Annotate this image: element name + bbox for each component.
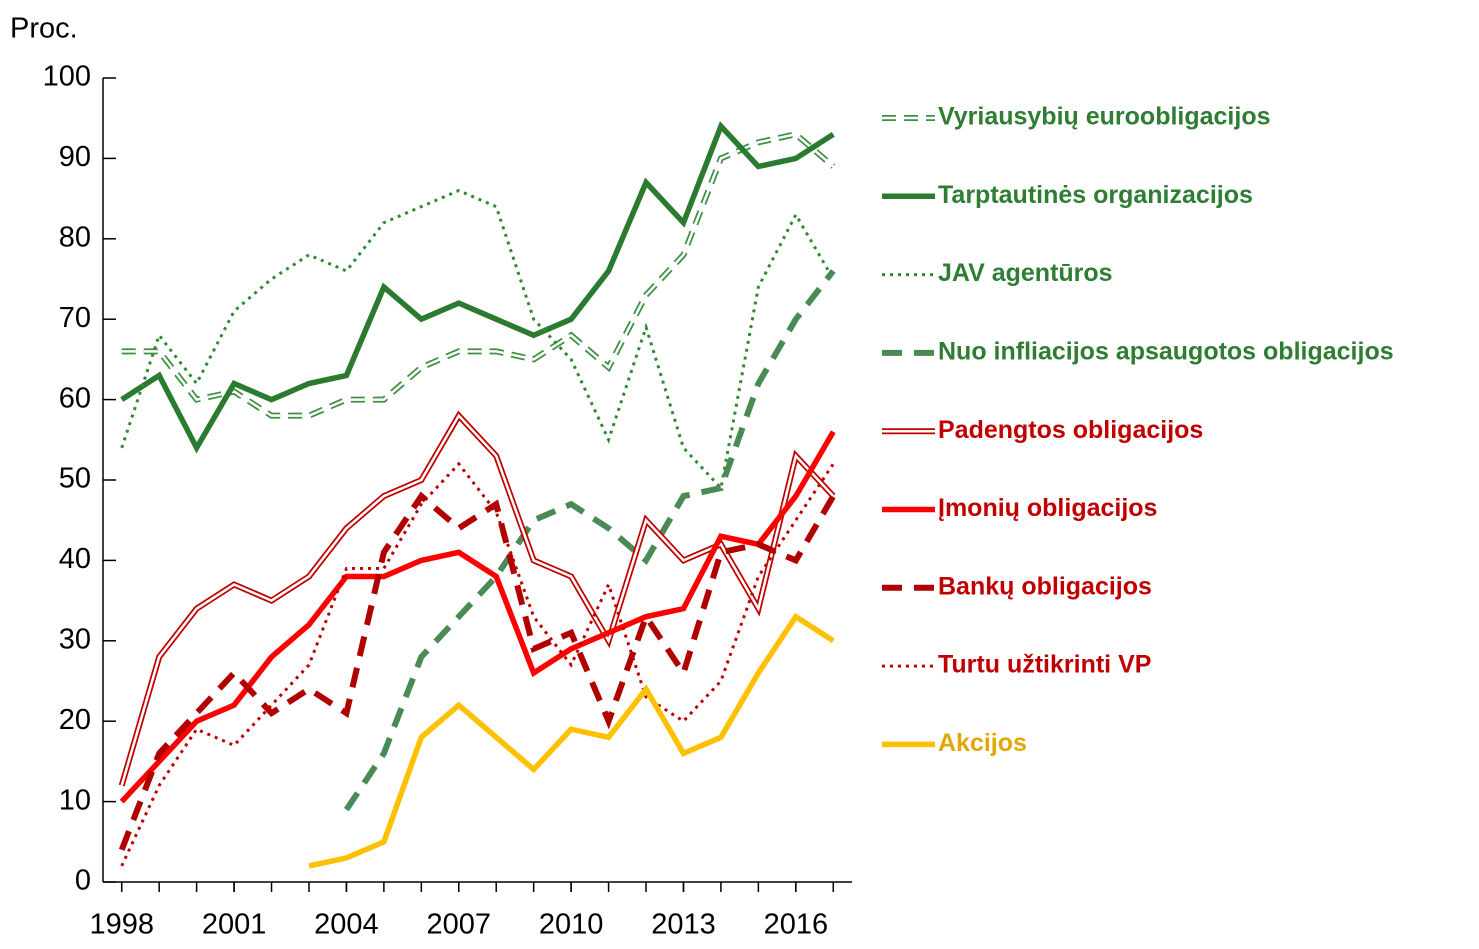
series-line bbox=[120, 121, 835, 454]
y-tick-label: 10 bbox=[59, 784, 91, 816]
legend-label: JAV agentūros bbox=[938, 259, 1113, 287]
y-tick-label: 70 bbox=[59, 302, 91, 334]
series-line-inner bbox=[121, 132, 835, 417]
series-line bbox=[120, 461, 835, 867]
x-tick-label: 2004 bbox=[314, 909, 379, 941]
legend-label: Turtu užtikrinti VP bbox=[938, 651, 1151, 679]
y-tick-label: 80 bbox=[59, 221, 91, 253]
series-line bbox=[120, 188, 835, 492]
legend-label: Nuo infliacijos apsaugotos obligacijos bbox=[938, 338, 1394, 366]
x-tick-label: 2016 bbox=[764, 909, 829, 941]
x-tick-label: 2007 bbox=[427, 909, 492, 941]
y-tick-label: 0 bbox=[75, 865, 91, 897]
series-line bbox=[118, 491, 836, 851]
series-line bbox=[308, 612, 835, 869]
y-axis-label: Proc. bbox=[10, 13, 78, 45]
y-tick-label: 60 bbox=[59, 382, 91, 414]
legend-label: Akcijos bbox=[938, 729, 1027, 757]
legend-label: Padengtos obligacijos bbox=[938, 416, 1203, 444]
y-tick-label: 20 bbox=[59, 704, 91, 736]
x-tick-label: 2001 bbox=[202, 909, 267, 941]
y-tick-label: 30 bbox=[59, 623, 91, 655]
legend-label: Tarptautinės organizacijos bbox=[938, 181, 1253, 209]
legend-label: Vyriausybių euroobligacijos bbox=[938, 103, 1271, 131]
legend-label: Įmonių obligacijos bbox=[938, 494, 1157, 522]
y-tick-label: 40 bbox=[59, 543, 91, 575]
x-tick-label: 2010 bbox=[539, 909, 604, 941]
legend-label: Bankų obligacijos bbox=[938, 572, 1152, 600]
y-tick-label: 90 bbox=[59, 141, 91, 173]
series-line bbox=[343, 269, 836, 812]
y-tick-label: 100 bbox=[43, 61, 91, 93]
series-line bbox=[119, 430, 836, 804]
x-tick-label: 1998 bbox=[89, 909, 154, 941]
x-tick-label: 2013 bbox=[651, 909, 716, 941]
series-line bbox=[121, 131, 836, 419]
y-tick-label: 50 bbox=[59, 463, 91, 495]
